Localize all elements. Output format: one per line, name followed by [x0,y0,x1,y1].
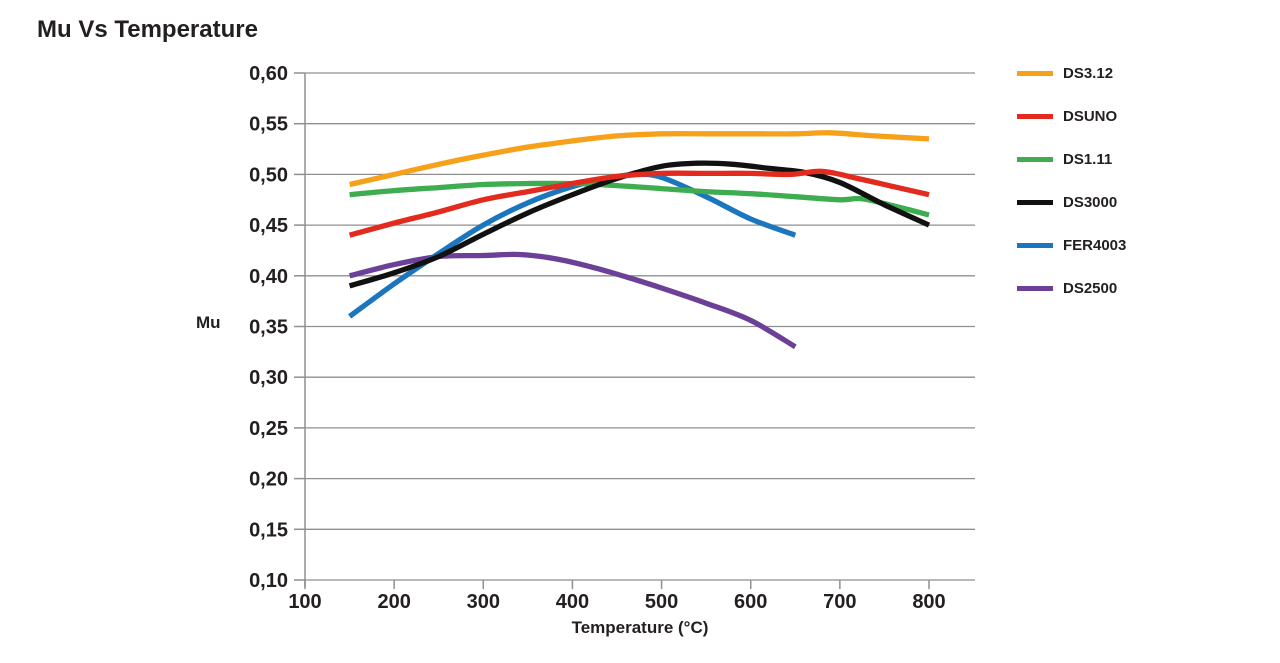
y-tick-label: 0,10 [249,570,288,592]
series-line-DS1.11 [349,180,930,218]
y-tick-label: 0,35 [249,317,288,339]
x-tick-label: 100 [288,591,321,613]
y-axis-title: Mu [196,313,221,332]
y-tick-label: 0,55 [249,114,288,136]
legend-label: FER4003 [1063,236,1127,254]
series-line-DS3.12 [349,130,930,188]
legend-swatch [1017,156,1053,162]
y-tick-label: 0,40 [249,266,288,288]
x-tick-label: 800 [912,591,945,613]
y-tick-label: 0,20 [249,469,288,491]
legend-swatch [1017,242,1053,248]
legend-label: DS3000 [1063,193,1118,211]
y-tick-label: 0,30 [249,367,288,389]
x-tick-label: 700 [823,591,856,613]
x-axis-title: Temperature (°C) [571,618,709,637]
x-tick-label: 300 [467,591,500,613]
x-tick-label: 200 [377,591,410,613]
legend-label: DSUNO [1063,107,1118,125]
y-tick-label: 0,60 [249,63,288,85]
legend-item-DS1.11: DS1.11 [1017,149,1126,169]
x-tick-label: 400 [556,591,589,613]
legend-item-DS3.12: DS3.12 [1017,63,1126,83]
legend-swatch [1017,113,1053,119]
legend-swatch [1017,70,1053,76]
page-title: Mu Vs Temperature [37,16,258,43]
legend-label: DS1.11 [1063,150,1113,168]
legend: DS3.12 DSUNO DS1.11 DS3000 FER4003 DS2500 [1017,63,1126,298]
legend-item-DS2500: DS2500 [1017,278,1126,298]
y-tick-label: 0,50 [249,164,288,186]
legend-label: DS2500 [1063,279,1118,297]
x-tick-label: 600 [734,591,767,613]
y-tick-label: 0,15 [249,519,288,541]
legend-item-DSUNO: DSUNO [1017,106,1126,126]
legend-item-FER4003: FER4003 [1017,235,1126,255]
legend-swatch [1017,285,1053,291]
legend-label: DS3.12 [1063,64,1114,82]
legend-swatch [1017,199,1053,205]
series-line-DS3000 [348,160,931,289]
legend-item-DS3000: DS3000 [1017,192,1126,212]
y-tick-label: 0,45 [249,215,288,237]
x-tick-label: 500 [645,591,678,613]
y-tick-label: 0,25 [249,418,288,440]
series-line-DSUNO [348,168,930,238]
